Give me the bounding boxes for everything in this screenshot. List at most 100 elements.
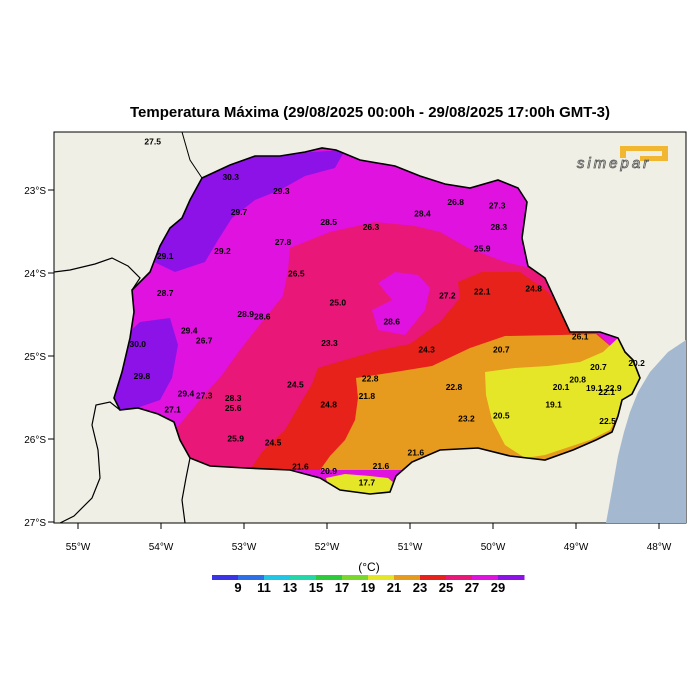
station-value: 22.8 bbox=[362, 374, 379, 384]
legend-label: 17 bbox=[335, 580, 349, 595]
legend-label: 15 bbox=[309, 580, 323, 595]
y-tick-label: 23°S bbox=[24, 186, 46, 197]
station-value: 28.9 bbox=[237, 309, 254, 319]
x-tick-label: 54°W bbox=[149, 542, 174, 553]
logo-mark bbox=[620, 146, 668, 161]
neighbor-border bbox=[54, 257, 141, 291]
neighbor-border bbox=[181, 132, 203, 179]
station-value: 22.1 bbox=[474, 287, 491, 297]
y-axis: 23°S 24°S 25°S 26°S 27°S bbox=[24, 186, 54, 529]
station-value: 22.8 bbox=[446, 382, 463, 392]
legend-label: 27 bbox=[465, 580, 479, 595]
simepar-logo: simepar bbox=[576, 146, 668, 172]
legend-swatch bbox=[264, 575, 291, 580]
station-value: 25.9 bbox=[474, 243, 491, 253]
legend-label: 9 bbox=[234, 580, 241, 595]
x-tick-label: 53°W bbox=[232, 542, 257, 553]
legend-label: 11 bbox=[257, 580, 271, 595]
station-value: 30.3 bbox=[222, 172, 239, 182]
station-values: 27.5 30.3 29.3 29.7 28.5 28.4 26.8 27.3 26.3 28.3… bbox=[129, 136, 645, 487]
station-value: 22.9 bbox=[605, 383, 622, 393]
legend-swatch bbox=[212, 575, 239, 580]
legend-swatch bbox=[342, 575, 369, 580]
x-tick-label: 55°W bbox=[66, 542, 91, 553]
legend-swatch bbox=[420, 575, 447, 580]
color-legend: (°C) 9 11 13 15 17 19 21 23 25 27 29 bbox=[212, 560, 525, 595]
station-value: 20.7 bbox=[493, 345, 510, 355]
x-axis: 55°W 54°W 53°W 52°W 51°W 50°W 49°W 48°W bbox=[66, 523, 672, 553]
legend-swatch bbox=[316, 575, 343, 580]
x-tick-label: 48°W bbox=[647, 542, 672, 553]
legend-label: 13 bbox=[283, 580, 297, 595]
map-title: Temperatura Máxima (29/08/2025 00:00h - … bbox=[130, 104, 610, 121]
station-value: 28.6 bbox=[383, 316, 400, 326]
station-value: 20.1 bbox=[553, 382, 570, 392]
station-value: 20.2 bbox=[628, 358, 645, 368]
station-value: 27.5 bbox=[144, 136, 161, 146]
station-value: 19.1 bbox=[545, 399, 562, 409]
legend-label: 21 bbox=[387, 580, 401, 595]
ocean-area bbox=[606, 340, 686, 523]
y-tick-label: 26°S bbox=[24, 435, 46, 446]
legend-swatch bbox=[290, 575, 317, 580]
x-tick-label: 49°W bbox=[564, 542, 589, 553]
station-value: 26.5 bbox=[288, 268, 305, 278]
x-tick-label: 52°W bbox=[315, 542, 340, 553]
station-value: 25.6 bbox=[225, 403, 242, 413]
station-value: 29.4 bbox=[181, 326, 198, 336]
station-value: 27.1 bbox=[164, 404, 181, 414]
station-value: 24.5 bbox=[287, 380, 304, 390]
station-value: 27.3 bbox=[489, 200, 506, 210]
neighbor-border bbox=[181, 457, 191, 523]
legend-label: 29 bbox=[491, 580, 505, 595]
legend-swatch bbox=[394, 575, 421, 580]
station-value: 21.8 bbox=[359, 391, 376, 401]
station-value: 29.1 bbox=[157, 251, 174, 261]
legend-swatch bbox=[446, 575, 473, 580]
legend-swatch bbox=[368, 575, 395, 580]
station-value: 25.0 bbox=[330, 297, 347, 307]
station-value: 26.3 bbox=[363, 222, 380, 232]
legend-unit: (°C) bbox=[358, 560, 379, 574]
parana-border bbox=[113, 147, 641, 495]
station-value: 30.0 bbox=[129, 339, 146, 349]
station-value: 20.8 bbox=[569, 375, 586, 385]
station-value: 29.2 bbox=[214, 246, 231, 256]
y-tick-label: 25°S bbox=[24, 352, 46, 363]
station-value: 28.6 bbox=[254, 311, 271, 321]
legend-swatch bbox=[472, 575, 499, 580]
station-value: 20.9 bbox=[320, 466, 337, 476]
station-value: 29.3 bbox=[273, 186, 290, 196]
station-value: 23.3 bbox=[321, 338, 338, 348]
station-value: 27.2 bbox=[439, 291, 456, 301]
station-value: 28.3 bbox=[491, 222, 508, 232]
station-value: 22.1 bbox=[598, 387, 615, 397]
station-value: 22.5 bbox=[599, 416, 616, 426]
station-value: 26.1 bbox=[572, 331, 589, 341]
legend-label: 25 bbox=[439, 580, 453, 595]
station-value: 21.6 bbox=[408, 448, 425, 458]
station-value: 28.7 bbox=[157, 288, 174, 298]
station-value: 29.7 bbox=[231, 207, 248, 217]
station-value: 27.3 bbox=[196, 390, 213, 400]
station-value: 27.8 bbox=[275, 237, 292, 247]
legend-label: 19 bbox=[361, 580, 375, 595]
legend-label: 23 bbox=[413, 580, 427, 595]
station-value: 29.4 bbox=[178, 389, 195, 399]
station-value: 20.5 bbox=[493, 410, 510, 420]
station-value: 17.7 bbox=[359, 477, 376, 487]
y-tick-label: 24°S bbox=[24, 269, 46, 280]
legend-swatch bbox=[498, 575, 525, 580]
station-value: 26.8 bbox=[447, 197, 464, 207]
y-tick-label: 27°S bbox=[24, 518, 46, 529]
station-value: 24.8 bbox=[525, 283, 542, 293]
station-value: 28.5 bbox=[320, 217, 337, 227]
x-tick-label: 51°W bbox=[398, 542, 423, 553]
station-value: 24.5 bbox=[265, 438, 282, 448]
neighbor-border bbox=[59, 401, 121, 523]
station-value: 20.7 bbox=[590, 362, 607, 372]
station-value: 28.4 bbox=[414, 209, 431, 219]
station-value: 24.8 bbox=[320, 399, 337, 409]
station-value: 23.2 bbox=[458, 414, 475, 424]
